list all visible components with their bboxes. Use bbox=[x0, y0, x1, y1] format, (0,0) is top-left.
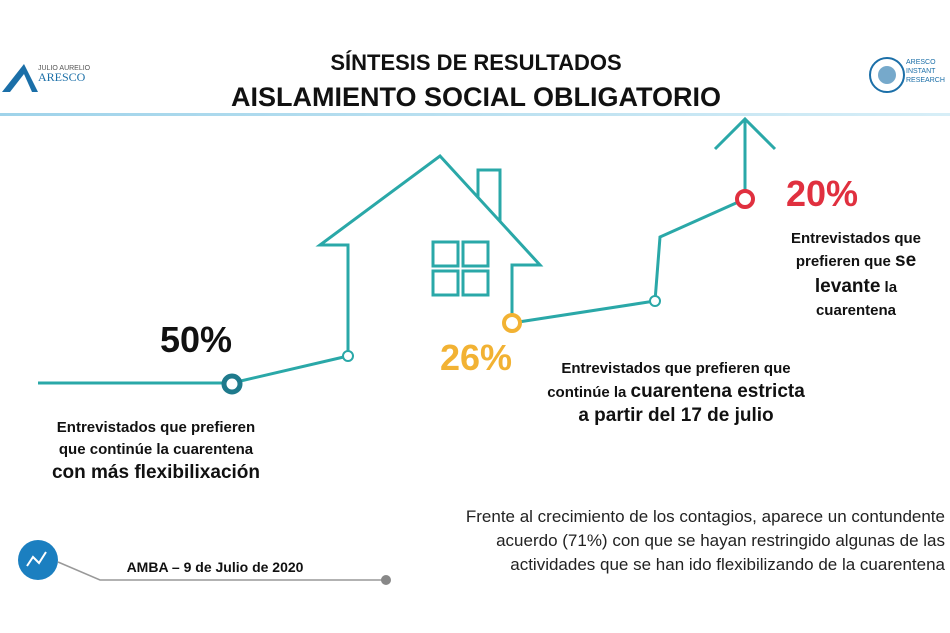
text-segment: Entrevistados que prefieren que bbox=[561, 360, 790, 377]
result-line: Entrevistados que prefieren bbox=[57, 419, 255, 436]
logo-line: RESEARCH bbox=[906, 77, 945, 84]
path-graphic bbox=[38, 116, 777, 395]
text-segment: que continúe la cuarentena bbox=[59, 441, 254, 458]
result-line: con más flexibilixación bbox=[52, 462, 260, 483]
result-line: a partir del 17 de julio bbox=[578, 405, 773, 426]
text-segment: cuarentena bbox=[816, 302, 897, 319]
percent: 20% bbox=[786, 173, 858, 214]
text-segment: a partir del 17 de julio bbox=[578, 405, 773, 426]
text-segment: levante bbox=[815, 276, 880, 297]
text-segment: continúe la bbox=[547, 384, 630, 401]
text-segment: con más flexibilixación bbox=[52, 462, 260, 483]
percent: 26% bbox=[440, 337, 512, 378]
subtitle: AISLAMIENTO SOCIAL OBLIGATORIO bbox=[231, 82, 721, 112]
result-line: Entrevistados que prefieren que bbox=[561, 360, 790, 377]
logo-name: ARESCO bbox=[38, 70, 86, 84]
text-segment: la bbox=[880, 279, 897, 296]
text-segment: cuarentena estricta bbox=[631, 381, 806, 402]
note-line: actividades que se han ido flexibilizand… bbox=[510, 555, 945, 574]
note-line: acuerdo (71%) con que se hayan restringi… bbox=[496, 531, 945, 550]
logo-right: ARESCO INSTANT RESEARCH bbox=[869, 57, 945, 93]
text-segment: Entrevistados que bbox=[791, 230, 921, 247]
logo-line: ARESCO bbox=[906, 59, 936, 66]
result-line: prefieren que se bbox=[796, 250, 916, 271]
result-line: que continúe la cuarentena bbox=[59, 441, 254, 458]
logo-line: INSTANT bbox=[906, 68, 936, 75]
logo-left: JULIO AURELIO ARESCO bbox=[2, 64, 91, 92]
percent: 50% bbox=[160, 319, 232, 360]
result-line: levante la bbox=[815, 276, 898, 297]
footer: AMBA – 9 de Julio de 2020 bbox=[18, 540, 391, 585]
logo-small: JULIO AURELIO bbox=[38, 65, 91, 72]
text-segment: Entrevistados que prefieren bbox=[57, 419, 255, 436]
text-segment: se bbox=[895, 250, 916, 271]
result-line: continúe la cuarentena estricta bbox=[547, 381, 805, 402]
title: SÍNTESIS DE RESULTADOS bbox=[330, 50, 621, 75]
text-segment: prefieren que bbox=[796, 253, 895, 270]
result-line: Entrevistados que bbox=[791, 230, 921, 247]
place-date: AMBA – 9 de Julio de 2020 bbox=[127, 559, 304, 575]
result-line: cuarentena bbox=[816, 302, 897, 319]
note-line: Frente al crecimiento de los contagios, … bbox=[466, 507, 945, 526]
header-rule bbox=[0, 113, 950, 116]
